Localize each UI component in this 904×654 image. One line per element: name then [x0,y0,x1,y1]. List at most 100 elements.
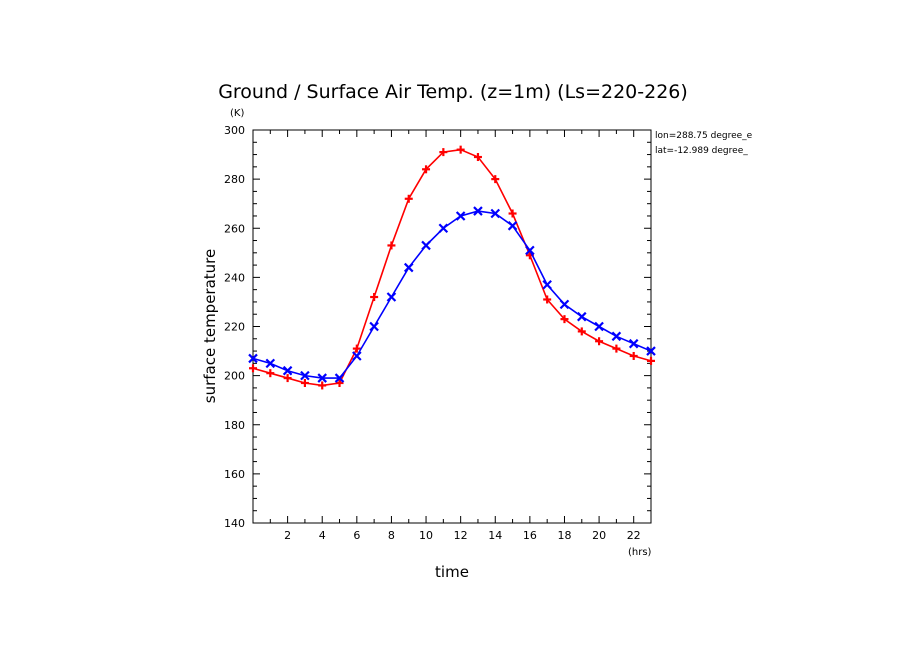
marker-stroke [507,221,518,231]
y-axis-unit: (K) [230,108,244,119]
data-point [595,337,604,346]
data-point [577,327,586,336]
x-axis-label: time [435,563,469,581]
marker-stroke [369,321,379,332]
marker-stroke [542,279,552,290]
series-line [252,148,652,387]
data-point [352,344,361,353]
x-axis-unit: (hrs) [628,547,652,558]
marker-stroke [317,373,327,383]
data-point [508,209,517,218]
chart-title: Ground / Surface Air Temp. (z=1m) (Ls=22… [218,81,688,103]
x-tick-label: 14 [488,529,502,542]
marker-stroke [490,208,501,219]
marker-stroke [577,311,587,322]
marker-stroke [646,346,656,356]
data-point [542,279,552,290]
data-point [647,356,655,365]
data-point [317,373,327,383]
data-point [404,194,413,203]
y-tick-label: 140 [224,517,245,530]
x-tick-label: 18 [557,529,571,542]
series-0 [249,145,655,390]
plot-area: 2 4 6 8 10 12 14 16 18 20 22 140 160 180 200 220 240 260 2… [224,124,656,542]
marker-stroke [334,373,345,383]
data-point [403,262,414,273]
y-tick-label: 160 [224,468,245,481]
data-point [646,346,656,356]
data-point [248,353,258,364]
marker-stroke [455,211,466,221]
marker-stroke [473,206,483,216]
y-tick-label: 280 [224,173,245,186]
data-point [300,378,309,387]
data-point [612,344,621,353]
series-line [252,210,652,379]
data-point [525,245,535,256]
marker-stroke [403,262,414,273]
y-tick-label: 240 [224,271,245,284]
data-point [300,370,310,381]
x-tick-label: 22 [627,529,641,542]
marker-stroke [248,353,258,364]
data-point [386,292,397,302]
x-tick-label: 20 [592,529,606,542]
plot-frame [252,129,652,524]
data-point [318,381,327,390]
data-point [265,358,276,369]
marker-stroke [611,331,622,342]
series-1 [248,206,656,383]
data-point [577,311,587,322]
marker-stroke [386,292,397,302]
x-tick-label: 16 [523,529,537,542]
data-point [422,165,431,174]
data-point [387,241,396,250]
marker-stroke [525,245,535,256]
data-point [473,153,482,162]
data-point [560,315,569,324]
data-point [455,211,466,221]
data-point [628,338,639,349]
data-point [283,374,292,383]
y-tick-label: 200 [224,370,245,383]
data-point [473,206,483,216]
y-tick-label: 260 [224,222,245,235]
x-tick-label: 8 [388,529,395,542]
x-tick-label: 12 [454,529,468,542]
data-point [611,331,622,342]
marker-stroke [421,240,431,251]
data-point [369,321,379,332]
x-tick-label: 2 [284,529,291,542]
annotation-lat: lat=-12.989 degree_ [655,146,748,156]
data-point [491,175,500,184]
data-point [335,378,344,387]
data-point [629,351,638,360]
data-point [352,351,362,361]
data-point [439,148,448,157]
data-point [594,321,604,332]
x-tick-label: 6 [353,529,360,542]
data-point [456,145,465,154]
data-point [370,293,379,302]
data-point [249,364,257,373]
data-point [421,240,431,251]
y-tick-label: 300 [224,124,245,137]
data-point [559,299,570,310]
marker-stroke [282,365,293,376]
data-point [266,369,275,378]
marker-stroke [559,299,570,310]
y-tick-label: 180 [224,419,245,432]
marker-stroke [594,321,604,332]
data-point [334,373,345,383]
data-point [282,365,293,376]
marker-stroke [438,223,449,234]
marker-stroke [352,351,362,361]
marker-stroke [628,338,639,349]
annotation-lon: lon=288.75 degree_e [655,131,753,141]
x-tick-label: 10 [419,529,433,542]
y-axis-label: surface temperature [201,249,219,404]
data-point [438,223,449,234]
x-tick-label: 4 [319,529,326,542]
data-point [507,221,518,231]
